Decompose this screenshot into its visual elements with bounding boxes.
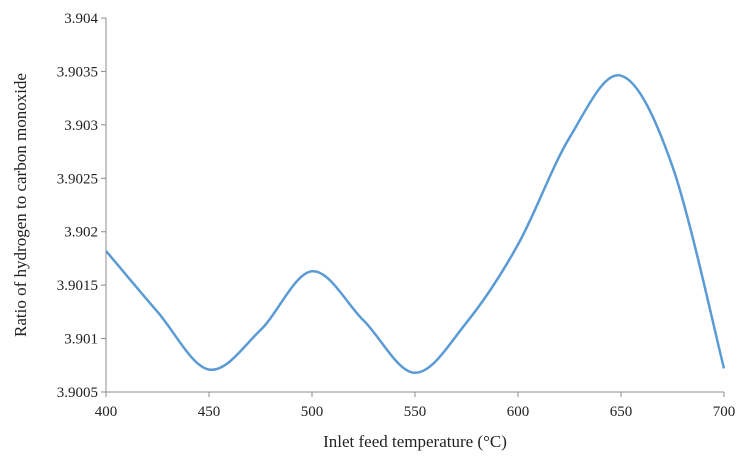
x-tick-label: 600 <box>507 404 530 420</box>
y-tick-label: 3.901 <box>64 332 98 348</box>
y-tick-label: 3.9005 <box>57 385 98 401</box>
x-tick-label: 500 <box>301 404 324 420</box>
y-tick-label: 3.904 <box>64 11 98 27</box>
x-axis-ticks: 400 450 500 550 600 650 700 <box>95 392 736 420</box>
x-tick-label: 550 <box>404 404 427 420</box>
x-tick-label: 650 <box>610 404 633 420</box>
y-axis-ticks: 3.9005 3.901 3.9015 3.902 3.9025 3.903 3.9035 3… <box>57 11 106 401</box>
x-axis-title: Inlet feed temperature (°C) <box>323 432 507 451</box>
x-tick-label: 400 <box>95 404 118 420</box>
y-tick-label: 3.9015 <box>57 278 98 294</box>
y-tick-label: 3.9025 <box>57 171 98 187</box>
y-tick-label: 3.903 <box>64 118 98 134</box>
axes <box>105 18 724 393</box>
x-tick-label: 700 <box>713 404 736 420</box>
series-line <box>105 74 726 375</box>
x-tick-label: 450 <box>198 404 221 420</box>
y-tick-label: 3.902 <box>64 225 98 241</box>
y-tick-label: 3.9035 <box>57 64 98 80</box>
y-axis-title: Ratio of hydrogen to carbon monoxide <box>11 73 30 337</box>
